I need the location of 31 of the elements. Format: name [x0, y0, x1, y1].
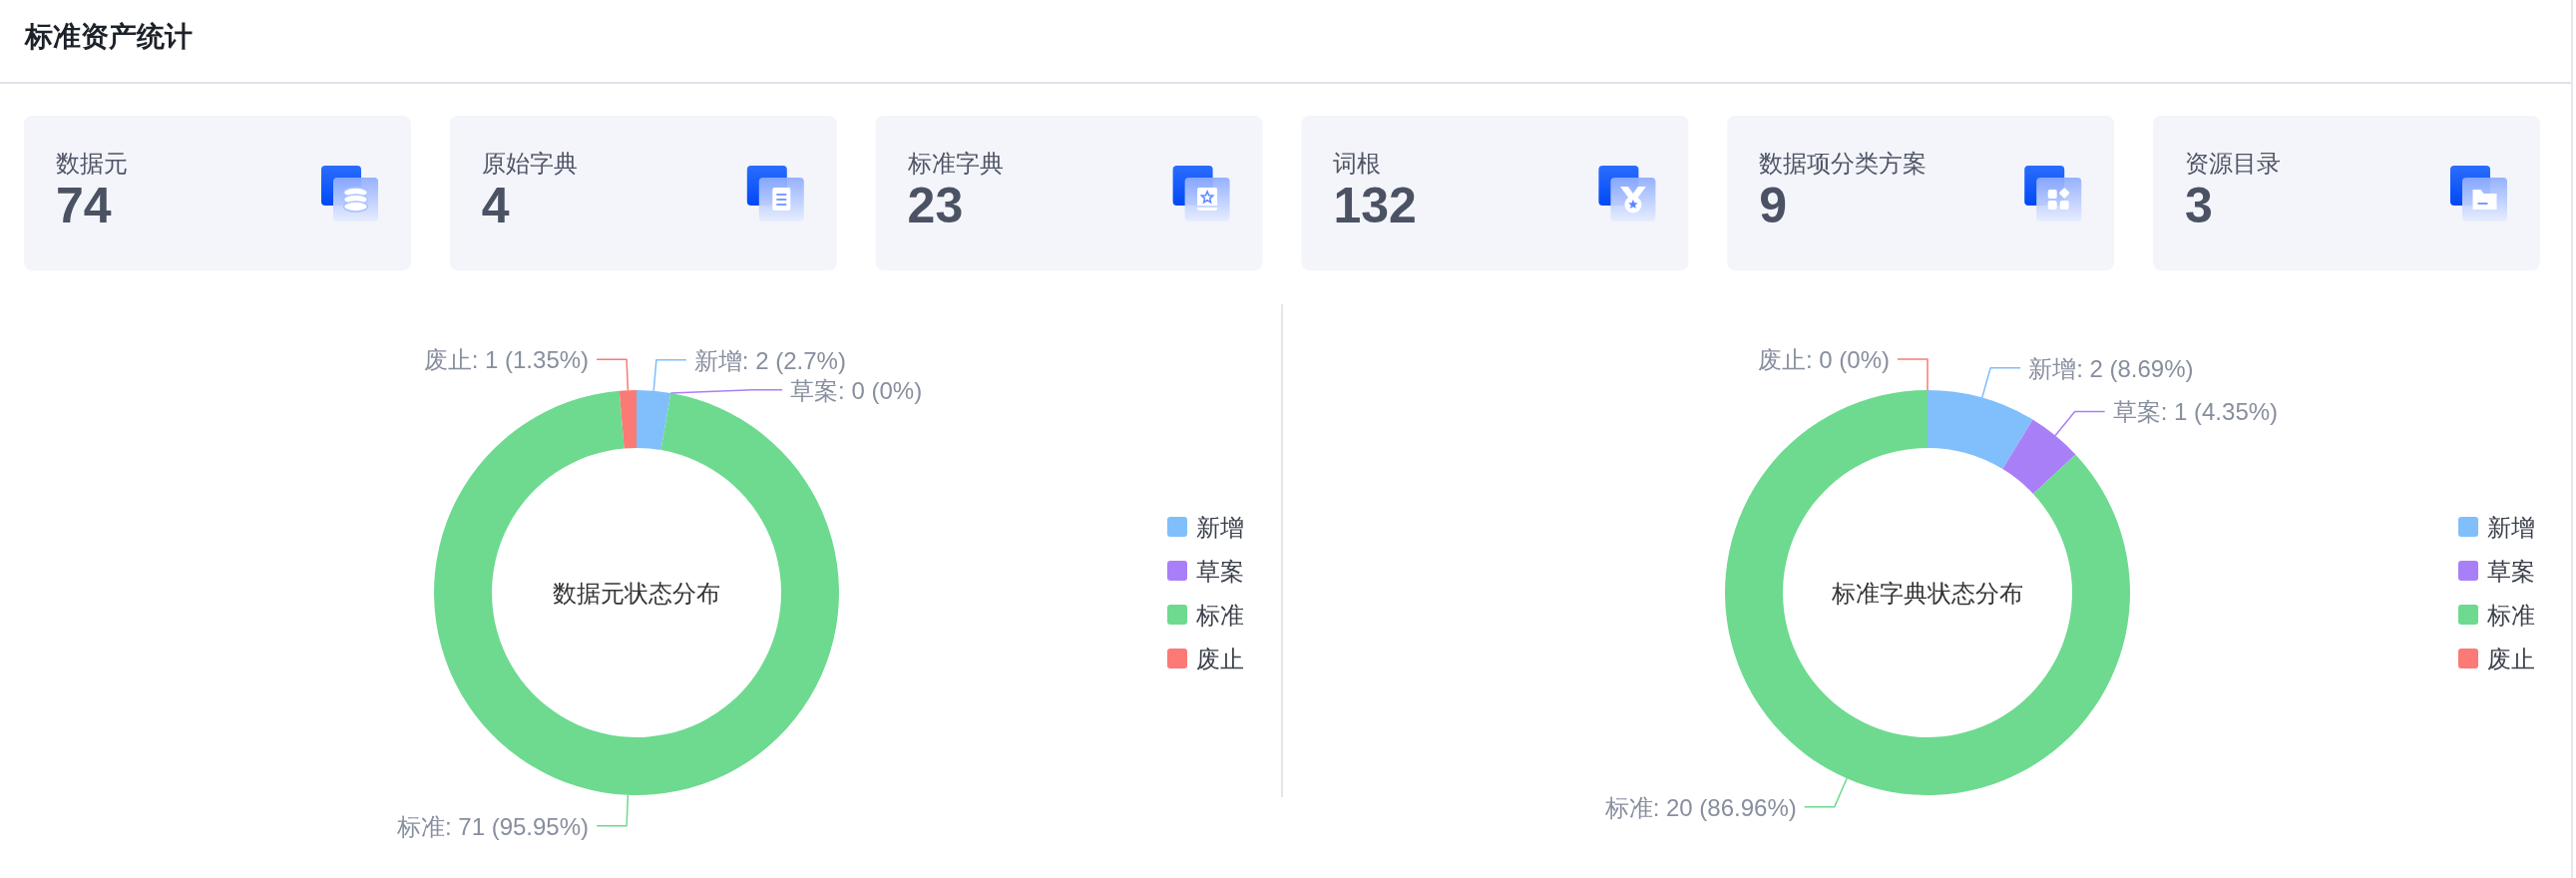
text: 标准资产统计 [24, 20, 193, 52]
legend-label: 废止 [1196, 645, 1244, 672]
data-label: 74 [56, 178, 112, 233]
text: 草案: 0 (0%) [790, 376, 923, 404]
category-label: 标准字典 [906, 149, 1004, 177]
data-label: 9 [1759, 178, 1788, 233]
data-label: 标准: 71 (95.95%) [395, 812, 590, 840]
data-label: 4 [481, 178, 510, 233]
legend-label: 草案 [2487, 557, 2535, 585]
text: 废止: 0 (0%) [1757, 345, 1890, 373]
data-label: 废止: 1 (1.35%) [423, 345, 590, 373]
legend-label: 新增 [1196, 513, 1244, 541]
text: 标准字典状态分布 [1831, 579, 2023, 607]
legend-label: 草案 [1196, 557, 1244, 585]
data-label: 新增: 2 (8.69%) [2028, 354, 2194, 382]
data-label: 草案: 1 (4.35%) [2112, 397, 2279, 425]
data-label: 标准: 20 (86.96%) [1603, 793, 1797, 821]
data-label: 3 [2185, 178, 2213, 233]
text: 数据元状态分布 [553, 579, 720, 607]
category-label: 数据元 [56, 149, 128, 177]
legend-label: 新增 [2487, 513, 2535, 541]
category-label: 词根 [1333, 149, 1382, 177]
category-label: 资源目录 [2185, 149, 2281, 177]
legend-label: 标准 [1195, 601, 1244, 629]
data-label: 新增: 2 (2.7%) [693, 346, 846, 374]
data-label: 23 [907, 178, 964, 233]
legend-label: 标准 [2486, 601, 2535, 629]
legend-label: 废止 [2487, 645, 2535, 672]
category-label: 数据项分类方案 [1759, 149, 1928, 177]
category-label: 原始字典 [481, 149, 578, 177]
data-label: 132 [1333, 178, 1417, 233]
